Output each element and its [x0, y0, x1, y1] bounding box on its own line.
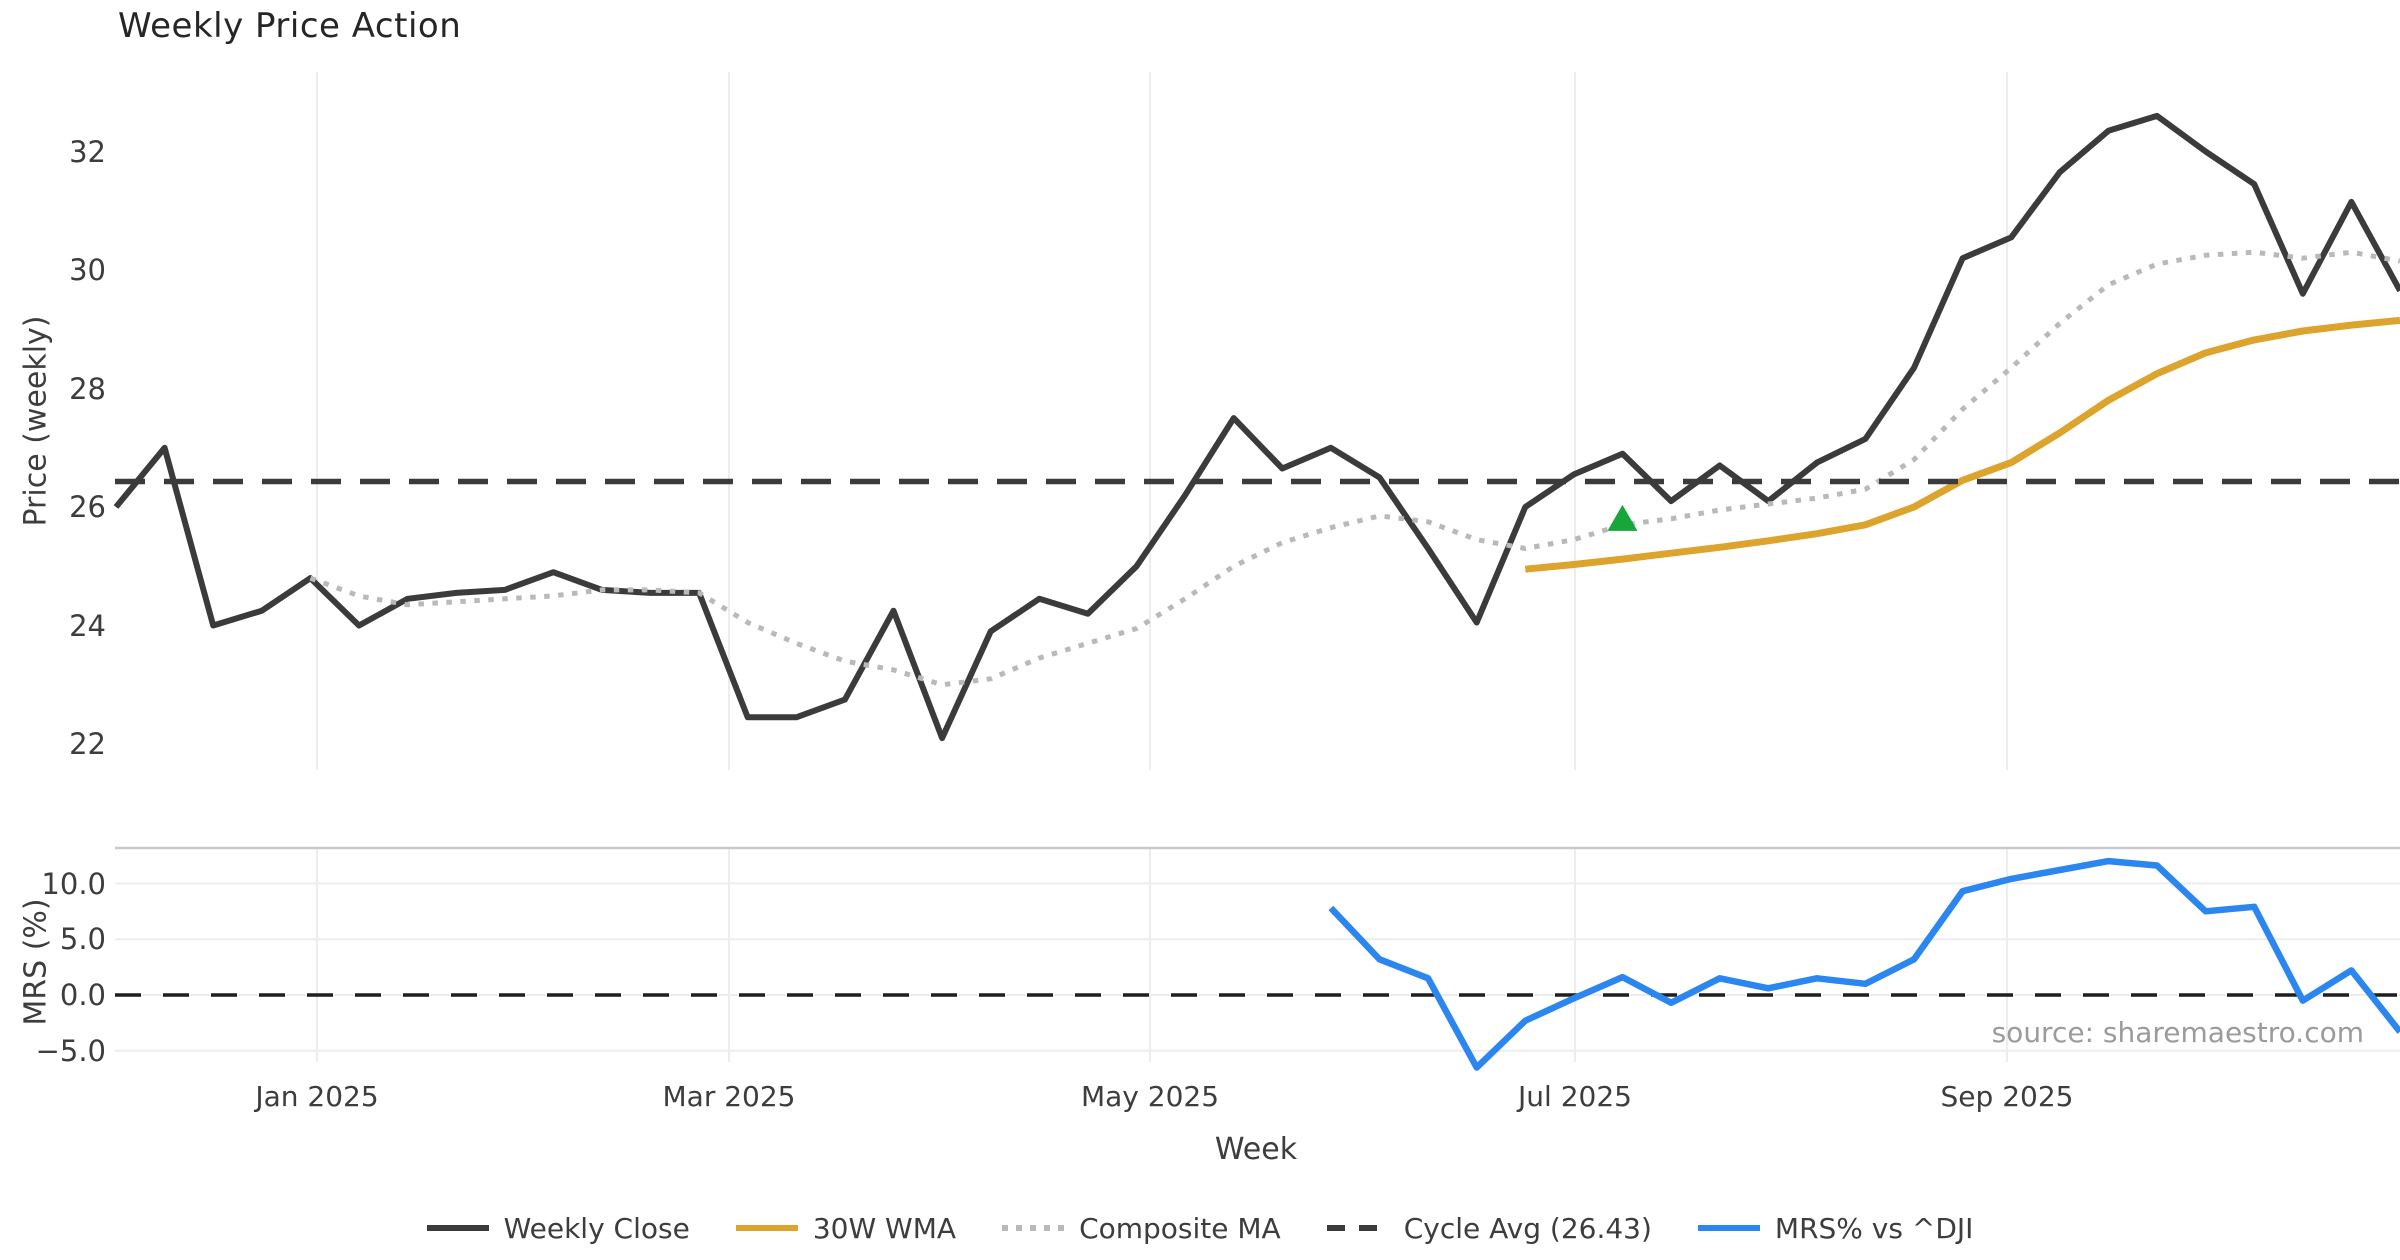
series-composite-ma	[309, 249, 2400, 688]
price-tick-30: 30	[69, 253, 106, 287]
mrs-tick-5: 5.0	[59, 922, 106, 956]
legend-item-cycle-avg: Cycle Avg (26.43)	[1326, 1211, 1652, 1245]
series-mrs-vs-dji	[1328, 857, 2400, 1071]
legend-label: Composite MA	[1079, 1211, 1281, 1245]
wma-line-swatch-icon	[735, 1225, 798, 1231]
legend: Weekly Close 30W WMA Composite MA Cycle …	[0, 1204, 2400, 1252]
series-30w-wma	[1524, 316, 2400, 573]
price-tick-32: 32	[69, 135, 106, 169]
price-tick-28: 28	[69, 372, 106, 406]
price-tick-26: 26	[69, 490, 106, 524]
mrs-tick-m5: −5.0	[35, 1034, 106, 1068]
cycle-avg-dashed-swatch-icon	[1326, 1225, 1389, 1231]
legend-label: Cycle Avg (26.43)	[1403, 1211, 1652, 1245]
x-tick-may-2025: May 2025	[1080, 1080, 1220, 1113]
price-axis-title: Price (weekly)	[18, 315, 54, 527]
x-tick-sep-2025: Sep 2025	[1940, 1080, 2074, 1113]
mrs-line-swatch-icon	[1697, 1225, 1760, 1231]
price-tick-22: 22	[69, 727, 106, 761]
legend-item-mrs: MRS% vs ^DJI	[1697, 1211, 1974, 1245]
weekly-close-line-swatch-icon	[426, 1225, 489, 1231]
series-weekly-close	[113, 112, 2400, 742]
legend-label: Weekly Close	[503, 1211, 690, 1245]
x-axis-title: Week	[1214, 1132, 1298, 1167]
mrs-tick-0: 0.0	[59, 978, 106, 1012]
x-tick-jan-2025: Jan 2025	[255, 1080, 379, 1113]
price-tick-24: 24	[69, 609, 106, 643]
composite-ma-dotted-swatch-icon	[1002, 1225, 1065, 1231]
source-credit: source: sharemaestro.com	[1991, 1016, 2364, 1049]
buy-signal-triangle-marker	[1607, 504, 1638, 531]
legend-label: MRS% vs ^DJI	[1774, 1211, 1974, 1245]
legend-item-composite-ma: Composite MA	[1002, 1212, 1281, 1245]
legend-label: 30W WMA	[812, 1211, 957, 1245]
x-tick-mar-2025: Mar 2025	[662, 1080, 796, 1113]
x-tick-jul-2025: Jul 2025	[1518, 1080, 1632, 1113]
mrs-axis-title: MRS (%)	[18, 898, 54, 1026]
mrs-tick-10: 10.0	[41, 867, 106, 901]
legend-item-30w-wma: 30W WMA	[735, 1211, 957, 1245]
page-title: Weekly Price Action	[118, 6, 462, 46]
legend-item-weekly-close: Weekly Close	[426, 1211, 690, 1245]
